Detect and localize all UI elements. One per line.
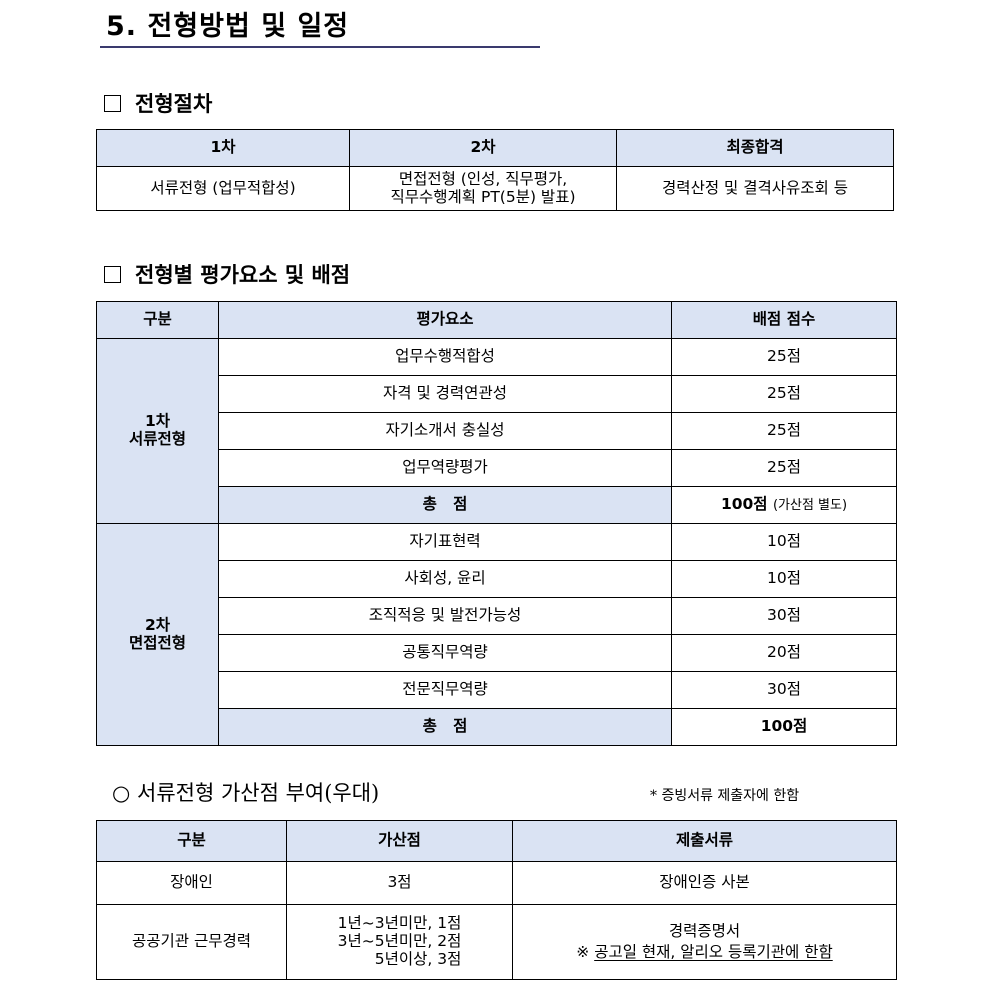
item-cell: 자격 및 경력연관성 — [218, 375, 672, 413]
item-cell: 전문직무역량 — [218, 671, 672, 709]
score-cell: 30점 — [671, 671, 897, 709]
section-heading-procedure: 전형절차 — [104, 88, 212, 118]
type-cell: 공공기관 근무경력 — [96, 904, 287, 980]
stage2-label: 2차 면접전형 — [96, 523, 219, 746]
score-cell: 25점 — [671, 338, 897, 376]
checkbox-square-icon — [104, 95, 121, 112]
label-line: 1차 — [144, 412, 171, 431]
cell: 서류전형 (업무적합성) — [96, 166, 350, 211]
score-cell: 10점 — [671, 560, 897, 598]
total-label: 총 점 — [218, 486, 672, 524]
evaluation-table: 구분 평가요소 배점 점수 1차 서류전형 업무수행적합성 25점 자격 및 경력연관성… — [96, 301, 897, 746]
header-cell: 1차 — [96, 129, 350, 167]
heading-text: 전형별 평가요소 및 배점 — [135, 263, 351, 287]
heading-text: 전형절차 — [135, 92, 213, 116]
reference-mark: ※ — [576, 942, 595, 961]
cell: 면접전형 (인성, 직무평가, 직무수행계획 PT(5분) 발표) — [349, 166, 617, 211]
points-line: 1년~3년미만, 1점 — [337, 914, 462, 933]
bonus-table: 구분 가산점 제출서류 장애인 3점 장애인증 사본 공공기관 근무경력 1년~3년미만… — [96, 820, 897, 980]
score-cell: 30점 — [671, 597, 897, 635]
header-cell: 구분 — [96, 820, 287, 862]
header-cell: 배점 점수 — [671, 301, 897, 339]
total-label: 총 점 — [218, 708, 672, 746]
item-cell: 공통직무역량 — [218, 634, 672, 672]
score-cell: 10점 — [671, 523, 897, 561]
points-line: 3년~5년미만, 2점 — [337, 932, 462, 951]
label-line: 면접전형 — [128, 633, 187, 652]
stage1-label: 1차 서류전형 — [96, 338, 219, 524]
docs-restriction: 공고일 현재, 알리오 등록기관에 한함 — [594, 942, 833, 961]
docs-cell: 경력증명서 ※ 공고일 현재, 알리오 등록기관에 한함 — [512, 904, 897, 980]
score-cell: 25점 — [671, 375, 897, 413]
score-cell: 25점 — [671, 412, 897, 450]
score-cell: 25점 — [671, 449, 897, 487]
header-cell: 구분 — [96, 301, 219, 339]
total-score: 100점 (가산점 별도) — [671, 486, 897, 524]
bonus-note: * 증빙서류 제출자에 한함 — [650, 788, 800, 804]
item-cell: 자기표현력 — [218, 523, 672, 561]
item-cell: 업무역량평가 — [218, 449, 672, 487]
total-value: 100점 — [720, 495, 768, 514]
header-cell: 평가요소 — [218, 301, 672, 339]
header-cell: 가산점 — [286, 820, 513, 862]
item-cell: 조직적응 및 발전가능성 — [218, 597, 672, 635]
header-cell: 최종합격 — [616, 129, 894, 167]
points-cell: 1년~3년미만, 1점 3년~5년미만, 2점 5년이상, 3점 — [286, 904, 513, 980]
total-note: (가산점 별도) — [772, 498, 848, 514]
item-cell: 업무수행적합성 — [218, 338, 672, 376]
title-underline — [100, 46, 540, 48]
label-line: 2차 — [144, 615, 171, 634]
docs-line: 경력증명서 — [668, 921, 741, 940]
points-line: 5년이상, 3점 — [374, 949, 462, 968]
checkbox-square-icon — [104, 266, 121, 283]
page-title: 5. 전형방법 및 일정 — [106, 11, 350, 42]
score-cell: 20점 — [671, 634, 897, 672]
bonus-heading: ○ 서류전형 가산점 부여(우대) — [112, 781, 380, 805]
total-score: 100점 — [671, 708, 897, 746]
docs-cell: 장애인증 사본 — [512, 861, 897, 905]
header-cell: 2차 — [349, 129, 617, 167]
item-cell: 사회성, 윤리 — [218, 560, 672, 598]
procedure-table: 1차 2차 최종합격 서류전형 (업무적합성) 면접전형 (인성, 직무평가, 직무수행… — [96, 129, 894, 211]
points-cell: 3점 — [286, 861, 513, 905]
cell-line: 면접전형 (인성, 직무평가, — [398, 169, 568, 188]
item-cell: 자기소개서 충실성 — [218, 412, 672, 450]
cell-line: 직무수행계획 PT(5분) 발표) — [390, 187, 576, 206]
cell: 경력산정 및 결격사유조회 등 — [616, 166, 894, 211]
section-heading-evaluation: 전형별 평가요소 및 배점 — [104, 259, 350, 289]
type-cell: 장애인 — [96, 861, 287, 905]
label-line: 서류전형 — [128, 430, 187, 448]
header-cell: 제출서류 — [512, 820, 897, 862]
